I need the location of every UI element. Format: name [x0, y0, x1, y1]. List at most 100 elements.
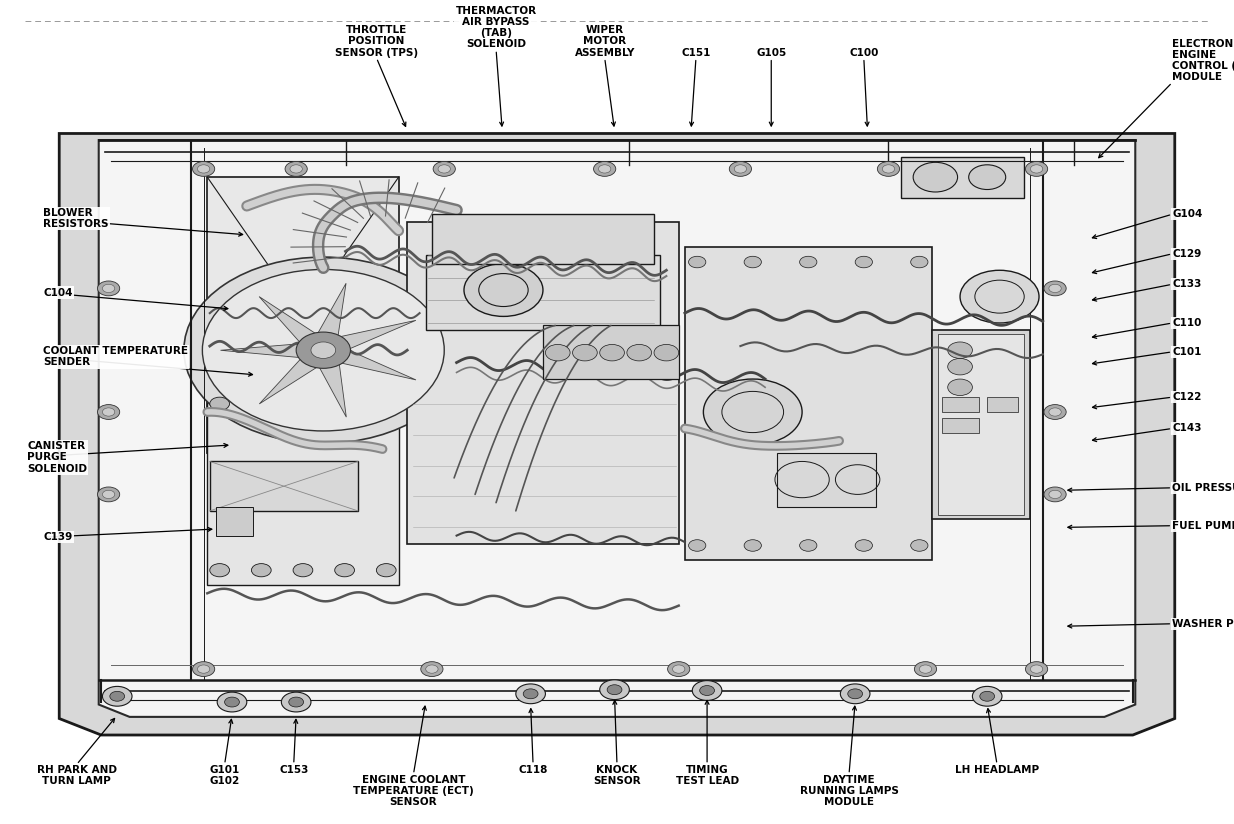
- Circle shape: [1030, 165, 1043, 173]
- Circle shape: [193, 662, 215, 677]
- Circle shape: [948, 342, 972, 358]
- Circle shape: [600, 680, 629, 700]
- Circle shape: [438, 165, 450, 173]
- Circle shape: [202, 269, 444, 431]
- Bar: [207, 387, 399, 585]
- Circle shape: [1044, 487, 1066, 502]
- Circle shape: [960, 270, 1039, 323]
- Circle shape: [296, 332, 350, 368]
- Circle shape: [911, 256, 928, 268]
- Text: CANISTER
PURGE
SOLENOID: CANISTER PURGE SOLENOID: [27, 441, 88, 474]
- Circle shape: [225, 697, 239, 707]
- Circle shape: [607, 685, 622, 695]
- Circle shape: [703, 379, 802, 445]
- Text: THROTTLE
POSITION
SENSOR (TPS): THROTTLE POSITION SENSOR (TPS): [334, 26, 418, 58]
- Text: THERMACTOR
AIR BYPASS
(TAB)
SOLENOID: THERMACTOR AIR BYPASS (TAB) SOLENOID: [455, 6, 537, 49]
- Circle shape: [252, 564, 271, 577]
- Polygon shape: [259, 297, 338, 353]
- Text: BLOWER
RESISTORS: BLOWER RESISTORS: [43, 208, 109, 229]
- Circle shape: [210, 397, 230, 410]
- Circle shape: [334, 397, 354, 410]
- Text: TIMING
TEST LEAD: TIMING TEST LEAD: [675, 765, 739, 786]
- Circle shape: [877, 162, 900, 176]
- Circle shape: [294, 397, 313, 410]
- Circle shape: [102, 284, 115, 293]
- Text: G105: G105: [756, 48, 786, 58]
- Text: C110: C110: [1172, 318, 1202, 328]
- Text: G104: G104: [1172, 209, 1203, 219]
- Bar: [942, 397, 979, 412]
- Circle shape: [1049, 284, 1061, 293]
- Circle shape: [102, 490, 115, 499]
- Bar: [426, 255, 660, 330]
- Circle shape: [1030, 665, 1043, 673]
- Circle shape: [689, 540, 706, 551]
- Circle shape: [210, 564, 230, 577]
- Circle shape: [914, 662, 937, 677]
- Text: C129: C129: [1172, 249, 1202, 259]
- Bar: [901, 157, 1024, 198]
- Bar: [210, 461, 358, 511]
- Bar: [543, 325, 679, 379]
- Text: C122: C122: [1172, 392, 1202, 402]
- Text: C118: C118: [518, 765, 548, 775]
- Bar: [987, 397, 1018, 412]
- Circle shape: [744, 540, 761, 551]
- Text: FUEL PUMP RELAY: FUEL PUMP RELAY: [1172, 521, 1234, 531]
- Circle shape: [516, 684, 545, 704]
- Bar: [432, 214, 654, 264]
- Text: KNOCK
SENSOR: KNOCK SENSOR: [594, 765, 640, 786]
- Circle shape: [1044, 281, 1066, 296]
- Circle shape: [217, 692, 247, 712]
- Polygon shape: [99, 140, 1135, 717]
- Circle shape: [102, 686, 132, 706]
- Circle shape: [1025, 662, 1048, 677]
- Circle shape: [421, 662, 443, 677]
- Polygon shape: [221, 341, 329, 359]
- Circle shape: [848, 689, 863, 699]
- Circle shape: [1049, 408, 1061, 416]
- Circle shape: [376, 564, 396, 577]
- Text: WASHER PUMP: WASHER PUMP: [1172, 619, 1234, 629]
- Circle shape: [654, 344, 679, 361]
- Circle shape: [573, 344, 597, 361]
- Text: ENGINE COOLANT
TEMPERATURE (ECT)
SENSOR: ENGINE COOLANT TEMPERATURE (ECT) SENSOR: [353, 775, 474, 807]
- Circle shape: [594, 162, 616, 176]
- Circle shape: [545, 344, 570, 361]
- Circle shape: [627, 344, 652, 361]
- Circle shape: [294, 564, 313, 577]
- Polygon shape: [59, 133, 1175, 735]
- Circle shape: [252, 397, 271, 410]
- Bar: [942, 418, 979, 433]
- Text: LH HEADLAMP: LH HEADLAMP: [955, 765, 1039, 775]
- Circle shape: [673, 665, 685, 673]
- Circle shape: [523, 689, 538, 699]
- Circle shape: [102, 408, 115, 416]
- Circle shape: [800, 540, 817, 551]
- Circle shape: [882, 165, 895, 173]
- Circle shape: [800, 256, 817, 268]
- Circle shape: [433, 162, 455, 176]
- Circle shape: [97, 487, 120, 502]
- Bar: [685, 247, 932, 560]
- Circle shape: [1049, 490, 1061, 499]
- Circle shape: [110, 691, 125, 701]
- Text: C153: C153: [279, 765, 308, 775]
- Circle shape: [1025, 162, 1048, 176]
- Text: C100: C100: [849, 48, 879, 58]
- Text: DAYTIME
RUNNING LAMPS
MODULE: DAYTIME RUNNING LAMPS MODULE: [800, 775, 898, 807]
- Circle shape: [289, 697, 304, 707]
- Bar: [777, 453, 876, 507]
- Circle shape: [334, 564, 354, 577]
- Circle shape: [285, 162, 307, 176]
- Polygon shape: [259, 341, 329, 404]
- Circle shape: [1044, 405, 1066, 419]
- Circle shape: [97, 405, 120, 419]
- Circle shape: [197, 165, 210, 173]
- Circle shape: [197, 665, 210, 673]
- Circle shape: [97, 281, 120, 296]
- Circle shape: [598, 165, 611, 173]
- Circle shape: [689, 256, 706, 268]
- Circle shape: [948, 358, 972, 375]
- Circle shape: [919, 665, 932, 673]
